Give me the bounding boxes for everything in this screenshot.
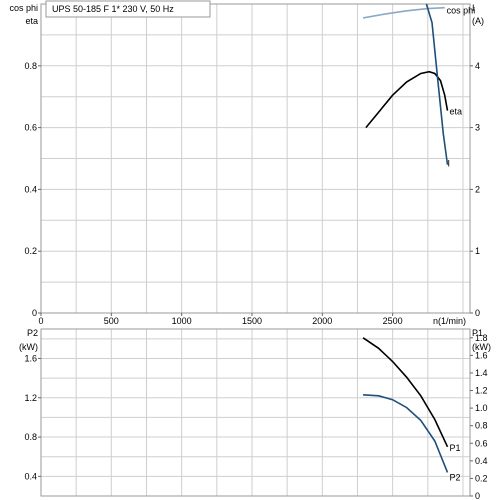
bottom-right-tick-label: 0.8 [475,421,488,431]
x-tick-label: 1500 [242,316,262,326]
top-left-tick-label: 0.8 [24,61,37,71]
series-p1-label: P1 [449,443,460,453]
top-left-tick-label: 0.2 [24,246,37,256]
top-left-tick-label: 0.4 [24,184,37,194]
top-left-tick-label: 0 [32,308,37,318]
series-eta-label: eta [449,107,462,117]
chart-title-box [45,0,211,18]
x-tick-label: 2000 [312,316,332,326]
x-tick-label: 0 [38,316,43,326]
top-chart-frame [40,3,471,314]
bottom-left-tick-label: 1.6 [24,353,37,363]
bottom-right-tick-label: 0.6 [475,438,488,448]
top-right-axis-unit: (A) [472,16,484,26]
bottom-left-tick-label: 0.4 [24,471,37,481]
chart-title: UPS 50-185 F 1* 230 V, 50 Hz [52,4,174,14]
top-right-tick-label: 2 [475,184,480,194]
series-cosphi-label: cos phi [447,6,476,16]
top-right-axis-label: I [472,3,475,13]
x-tick-label: 2500 [383,316,403,326]
bottom-left-tick-label: 0.8 [24,432,37,442]
top-right-tick-label: 3 [475,123,480,133]
bottom-right-tick-label: 1.2 [475,386,488,396]
bottom-chart-series: P1 P2 [362,337,461,482]
bottom-right-tick-label: 1.0 [475,403,488,413]
top-left-axis-label-eta: eta [25,16,38,26]
series-p2-label: P2 [449,472,460,482]
top-right-tick-label: 4 [475,61,480,71]
bottom-right-tick-label: 1.4 [475,368,488,378]
bottom-chart-ticks: 0.4 0.8 1.2 1.6 0 0.2 0.4 0.6 0.8 1.0 1.2 1.4 1.6 1.8 [24,333,487,500]
x-axis-label: n(1/min) [433,316,466,326]
series-current-line [425,3,449,165]
bottom-chart-grid [41,329,470,496]
bottom-right-tick-label: 1.8 [475,333,488,343]
top-left-axis-label-cosphi: cos phi [9,3,38,13]
bottom-right-axis-unit: (kW) [472,342,491,352]
top-chart-series: cos phi eta I [362,3,476,169]
bottom-right-axis-label: P1 [472,328,483,338]
series-eta-line [365,70,449,129]
bottom-left-tick-label: 1.2 [24,393,37,403]
top-right-tick-label: 0 [475,308,480,318]
series-p1-line [362,337,449,448]
bottom-right-tick-label: 0 [475,491,480,500]
bottom-right-tick-label: 1.6 [475,350,488,360]
top-left-tick-label: 0.6 [24,123,37,133]
top-chart-ticks: 0 500 1000 1500 2000 2500 0 0.2 0.4 0.6 0.8 0 1 2 3 4 [24,61,480,326]
bottom-left-axis-label: P2 [27,328,38,338]
series-p2-line [363,394,449,473]
series-current-label: I [447,159,450,169]
x-tick-label: 1000 [172,316,192,326]
top-chart-grid [41,3,470,313]
bottom-right-tick-label: 0.4 [475,456,488,466]
top-right-tick-label: 1 [475,246,480,256]
bottom-chart-frame [40,328,471,497]
series-cosphi-line [362,6,445,19]
x-tick-label: 500 [104,316,119,326]
bottom-left-axis-unit: (kW) [19,342,38,352]
bottom-right-tick-label: 0.2 [475,473,488,483]
